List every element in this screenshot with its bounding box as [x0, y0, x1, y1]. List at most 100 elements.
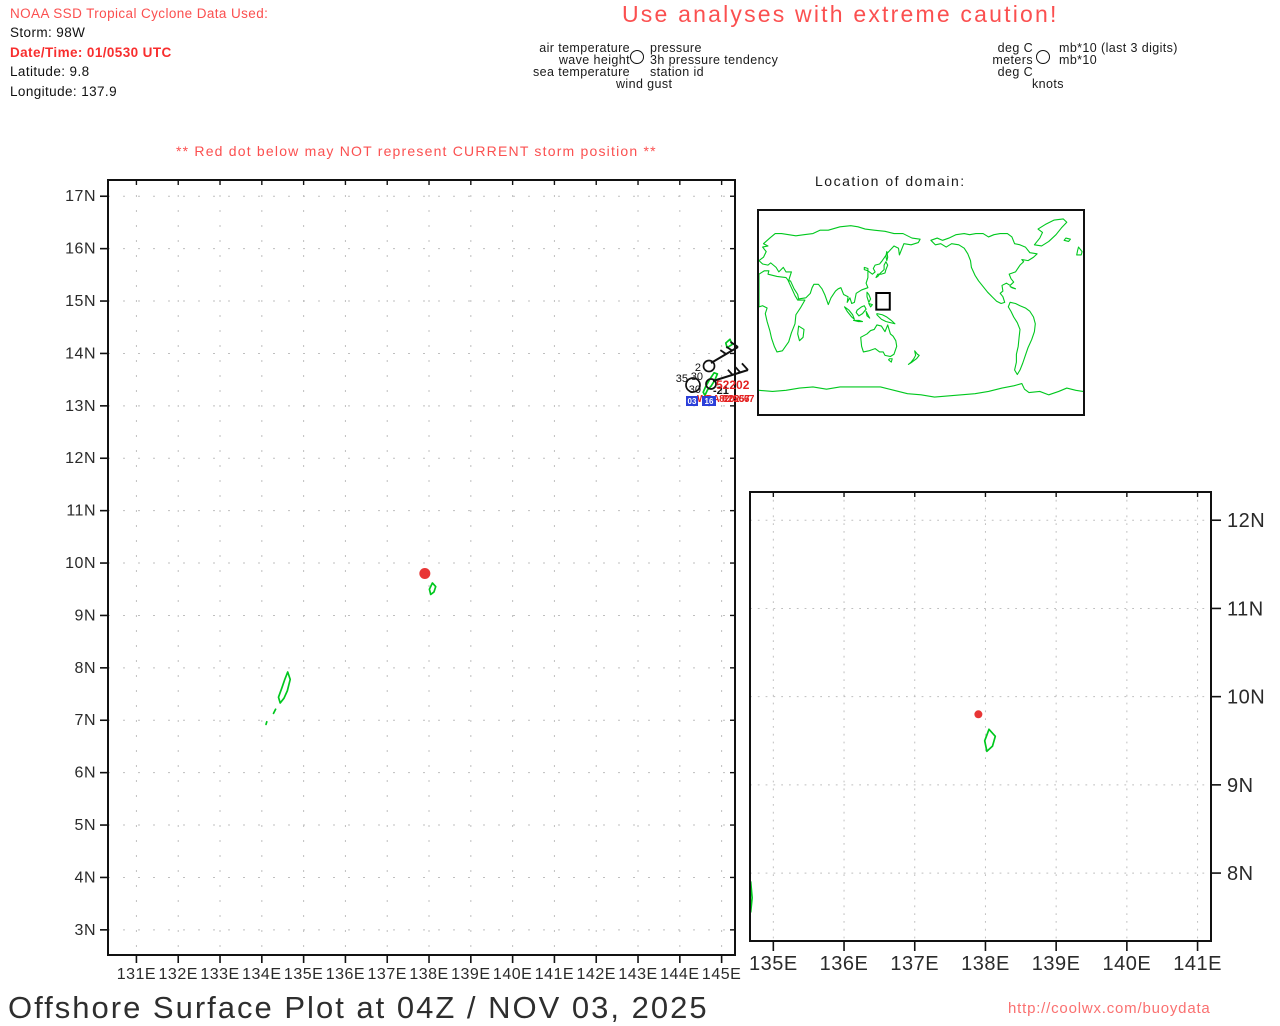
coastline-greenland — [1034, 219, 1066, 246]
legend-air-temperature: air temperature — [539, 41, 630, 55]
coastline-borneo — [856, 306, 866, 316]
wind-barb-feather — [741, 362, 749, 371]
coastline-south-america — [1008, 302, 1035, 374]
x-tick-label: 141E — [1173, 953, 1222, 975]
x-tick-label: 133E — [200, 966, 239, 983]
x-tick-label: 131E — [117, 966, 156, 983]
x-tick-label: 132E — [159, 966, 198, 983]
legend-pressure-tendency: 3h pressure tendency — [650, 53, 779, 67]
island-palau-babeldaob — [277, 671, 292, 704]
x-tick-label: 135E — [284, 966, 323, 983]
y-tick-label: 8N — [75, 660, 96, 677]
domain-rectangle — [876, 293, 890, 310]
y-tick-label: 16N — [65, 241, 96, 258]
legend-wind-gust: wind gust — [616, 77, 673, 91]
storm-dot-inset — [974, 710, 983, 719]
coastline-uk — [1077, 247, 1082, 255]
legend-sea-temperature: sea temperature — [532, 65, 630, 79]
y-tick-label: 8N — [1227, 863, 1254, 885]
x-tick-label: 138E — [409, 966, 448, 983]
y-tick-label: 5N — [75, 817, 96, 834]
x-tick-label: 140E — [493, 966, 532, 983]
island-palau-islet-1 — [272, 708, 277, 715]
coastline-philippines-mindanao — [869, 303, 873, 306]
wind-barb — [712, 369, 749, 382]
station-circle — [685, 377, 701, 393]
coastline-africa — [759, 271, 805, 352]
storm-info-block: NOAA SSD Tropical Cyclone Data Used: Sto… — [10, 4, 268, 101]
legend-wave-height: wave height — [558, 53, 630, 67]
storm-dot-main — [419, 568, 431, 580]
x-tick-label: 144E — [660, 966, 699, 983]
x-tick-label: 145E — [702, 966, 741, 983]
main-plot: 131E 132E 133E 134E 135E 136E 137E 138E 139E 140E… — [65, 179, 741, 983]
island-yap — [428, 582, 437, 596]
station-text: 52202 — [716, 378, 750, 392]
coastline-tasmania — [889, 359, 893, 362]
x-tick-label: 139E — [1032, 953, 1081, 975]
y-tick-label: 12N — [1227, 510, 1265, 532]
station-circle-icon — [1036, 50, 1050, 64]
x-tick-label: 136E — [326, 966, 365, 983]
x-tick-label: 135E — [749, 953, 798, 975]
info-line-datetime: Date/Time: 01/0530 UTC — [10, 44, 172, 60]
y-tick-label: 10N — [1227, 687, 1265, 709]
storm-position-warning: ** Red dot below may NOT represent CURRE… — [176, 143, 657, 159]
station-text: 82567 — [722, 394, 750, 405]
inset-plot: 135E 136E 137E 138E 139E 140E 141E 8N 9N 10N 11N 12… — [749, 491, 1265, 975]
y-tick-label: 14N — [65, 345, 96, 362]
coastline-celebes — [866, 311, 870, 318]
coastline-eurasia — [759, 226, 920, 305]
world-map-svg — [759, 211, 1083, 414]
island-yap — [983, 728, 997, 753]
world-map-title: Location of domain: — [815, 173, 966, 189]
x-tick-label: 134E — [242, 966, 281, 983]
info-line-longitude: Longitude: 137.9 — [10, 83, 117, 99]
coastline-australia — [861, 325, 897, 357]
y-tick-label: 6N — [75, 765, 96, 782]
info-line-latitude: Latitude: 9.8 — [10, 64, 90, 80]
x-tick-label: 137E — [368, 966, 407, 983]
y-tick-label: 15N — [65, 293, 96, 310]
coastline-madagascar — [798, 326, 804, 341]
units-wave-height: meters — [992, 53, 1033, 67]
x-tick-label: 140E — [1103, 953, 1152, 975]
wind-barb-feather — [719, 349, 727, 355]
y-tick-label: 11N — [1227, 598, 1264, 620]
wind-barb-feather — [727, 369, 734, 376]
y-tick-label: 11N — [66, 503, 96, 520]
y-tick-label: 3N — [75, 922, 96, 939]
buoydata-link[interactable]: http://coolwx.com/buoydata — [1008, 1000, 1211, 1017]
station-text: WDA8202567 — [697, 394, 755, 405]
main-frame — [107, 179, 736, 956]
coastline-java — [854, 320, 863, 321]
coastline-north-america — [931, 234, 1037, 304]
station-text: 30 — [691, 371, 703, 383]
coastline-cuba — [1010, 287, 1015, 289]
y-tick-label: 12N — [65, 450, 96, 467]
legend-station-id: station id — [650, 65, 705, 79]
coastline-japan — [876, 262, 888, 278]
wind-barb — [710, 346, 739, 364]
caution-headline: Use analyses with extreme caution! — [622, 1, 1059, 27]
y-tick-label: 4N — [75, 869, 96, 886]
info-line-source: NOAA SSD Tropical Cyclone Data Used: — [10, 6, 269, 21]
station-circle — [705, 378, 717, 390]
wind-barb-feather — [725, 345, 733, 352]
station-text: 35 — [676, 373, 688, 385]
station-id-box — [686, 396, 698, 406]
inset-islands — [750, 728, 997, 913]
x-tick-label: 139E — [451, 966, 490, 983]
station-id-box-text: 03 — [688, 397, 697, 406]
legend-pressure: pressure — [650, 41, 702, 55]
units-pressure: mb*10 (last 3 digits) — [1059, 41, 1178, 55]
station-text: 2 — [695, 362, 701, 374]
y-tick-label: 17N — [65, 188, 96, 205]
y-tick-label: 7N — [75, 712, 96, 729]
coastline-philippines-luzon — [867, 292, 871, 302]
units-sea-temperature: deg C — [997, 65, 1033, 79]
main-islands — [265, 338, 733, 726]
